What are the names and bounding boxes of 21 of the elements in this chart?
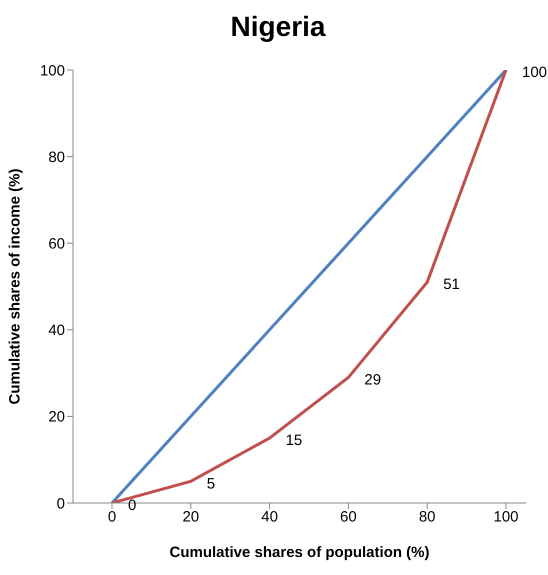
data-label: 0 bbox=[128, 497, 136, 514]
data-label: 51 bbox=[443, 276, 460, 294]
data-label: 100 bbox=[522, 64, 548, 81]
x-tick-label: 100 bbox=[493, 508, 519, 526]
data-label: 5 bbox=[206, 475, 216, 492]
y-tick-label: 0 bbox=[56, 495, 65, 512]
x-tick-label: 80 bbox=[418, 508, 436, 526]
data-label: 29 bbox=[364, 371, 382, 388]
x-tick-label: 60 bbox=[340, 508, 357, 526]
x-tick-label: 40 bbox=[261, 508, 278, 526]
x-axis-title: Cumulative shares of population (%) bbox=[169, 544, 430, 561]
y-tick-label: 60 bbox=[48, 236, 65, 253]
chart-title: Nigeria bbox=[230, 10, 327, 44]
y-tick-label: 20 bbox=[48, 408, 65, 426]
data-label: 15 bbox=[286, 432, 302, 450]
y-axis-title: Cumulative shares of income (%) bbox=[6, 168, 24, 404]
y-tick-label: 40 bbox=[48, 322, 65, 340]
x-tick-label: 20 bbox=[182, 508, 200, 526]
y-tick-label: 100 bbox=[40, 62, 65, 80]
x-tick-label: 0 bbox=[108, 508, 116, 526]
y-tick-label: 80 bbox=[48, 148, 65, 166]
